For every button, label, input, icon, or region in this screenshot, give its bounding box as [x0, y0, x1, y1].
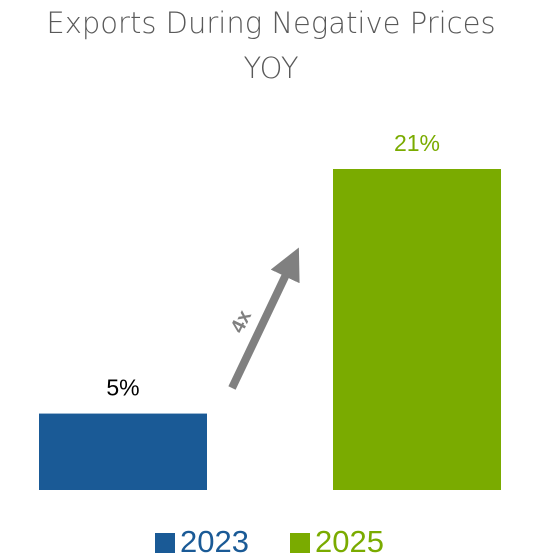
value-label: 21%	[394, 130, 440, 156]
legend-swatch	[290, 533, 310, 553]
legend-label: 2023	[180, 524, 249, 558]
arrow	[228, 247, 300, 390]
chart-title: Exports During Negative Prices	[46, 6, 495, 40]
bar	[333, 169, 501, 490]
bar	[39, 413, 207, 490]
value-label: 5%	[106, 375, 139, 401]
chart-title: YOY	[243, 51, 298, 85]
legend-swatch	[155, 533, 175, 553]
annotation: 4x	[227, 307, 257, 337]
legend-label: 2025	[315, 524, 384, 558]
